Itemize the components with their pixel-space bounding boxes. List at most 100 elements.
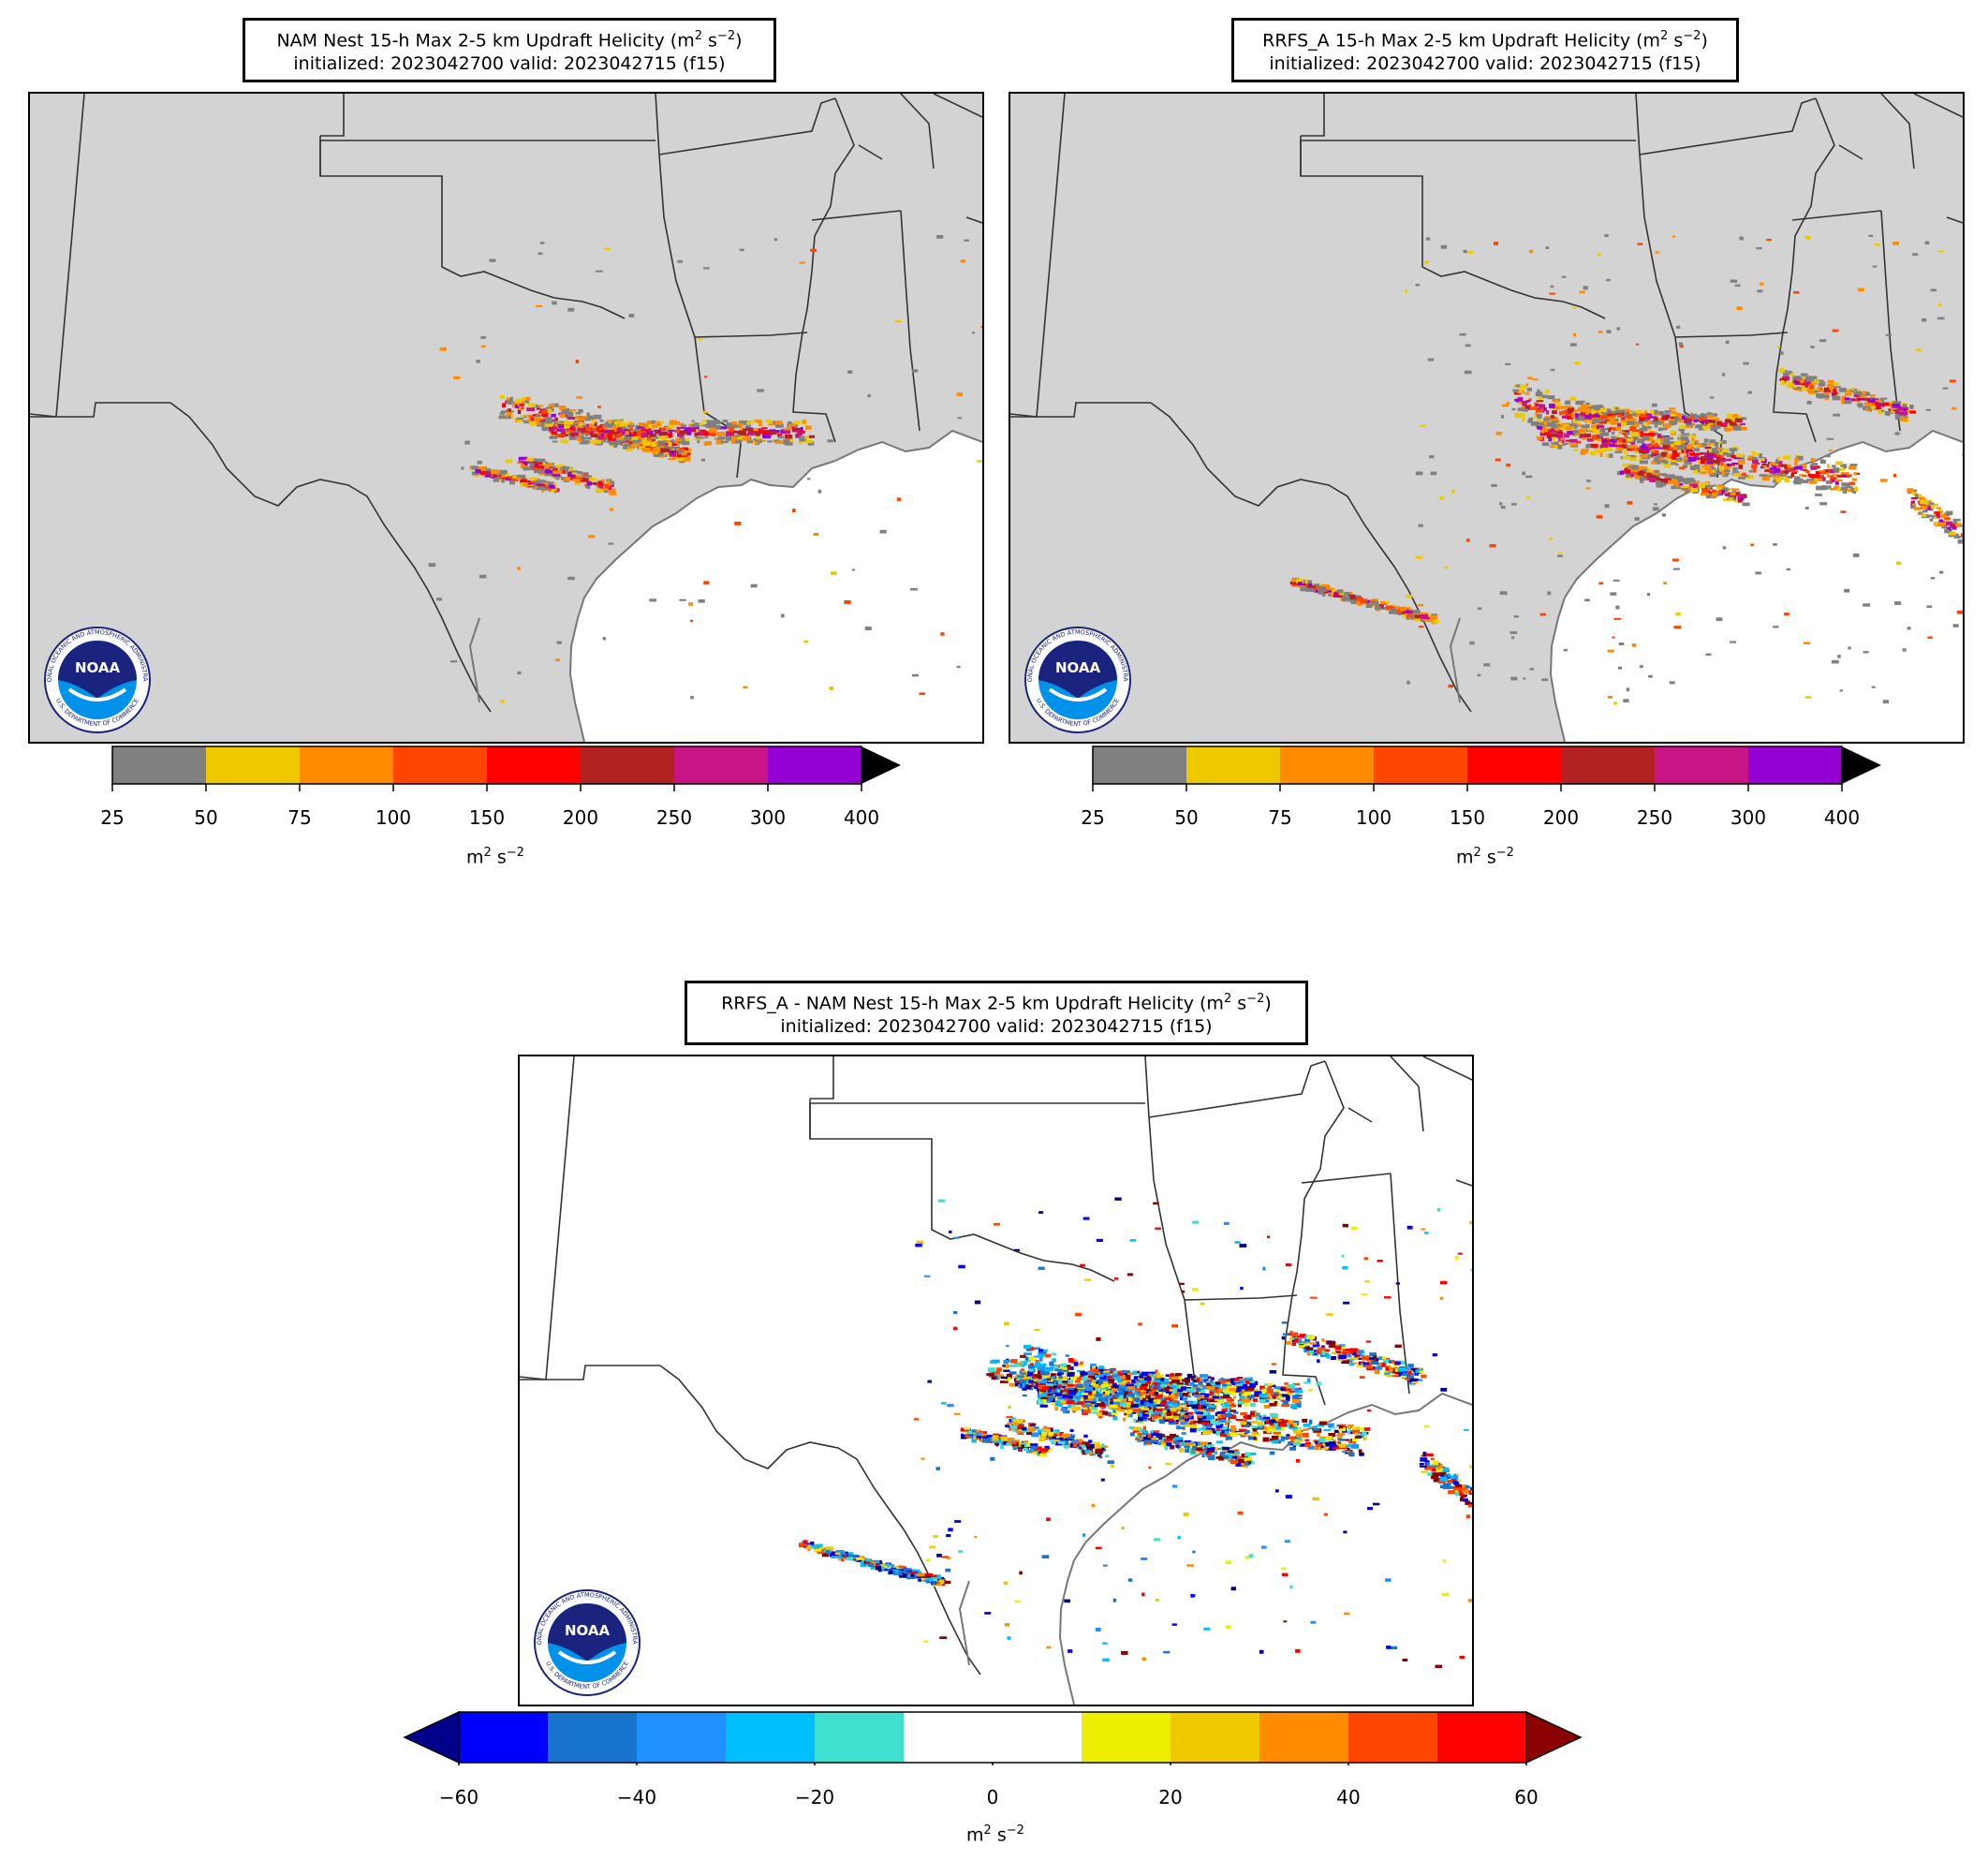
- state-border: [809, 1102, 1145, 1139]
- colorbar-swatch: [1186, 746, 1280, 784]
- state-border: [809, 1099, 1115, 1282]
- state-border: [1422, 1056, 1472, 1081]
- colorbar-swatch: [1748, 746, 1842, 784]
- noaa-bird-shape: [548, 1603, 626, 1661]
- state-border: [1282, 1060, 1345, 1406]
- colorbar-tick-label: −20: [794, 1786, 835, 1809]
- nam-colorbar-svg: [111, 746, 901, 791]
- field-cells: [1289, 234, 1963, 705]
- state-border: [1791, 210, 1882, 221]
- colorbar-tick-label: 100: [375, 806, 412, 829]
- colorbar-tick-label: 50: [1174, 806, 1199, 829]
- state-border: [1773, 97, 1835, 443]
- state-border: [169, 402, 492, 713]
- colorbar-swatch: [459, 1712, 548, 1763]
- state-border: [694, 332, 808, 338]
- colorbar-tick-label: 200: [1542, 806, 1580, 829]
- state-border: [1300, 140, 1636, 176]
- colorbar-tick-label: 60: [1514, 1786, 1539, 1809]
- rrfs-title: RRFS_A 15-h Max 2-5 km Updraft Helicity …: [1231, 18, 1739, 83]
- state-border: [55, 94, 85, 418]
- colorbar-extend-arrow: [1842, 746, 1881, 784]
- state-border: [1838, 144, 1863, 160]
- colorbar-tick-label: 150: [468, 806, 506, 829]
- colorbar-swatch: [1171, 1712, 1259, 1763]
- colorbar-swatch: [1437, 1712, 1526, 1763]
- diff-map: [518, 1055, 1474, 1706]
- diff-map-svg: [520, 1056, 1472, 1705]
- colorbar-tick-label: 250: [1636, 806, 1673, 829]
- colorbar-swatch: [904, 1712, 993, 1763]
- state-border: [1635, 94, 1676, 338]
- noaa-bird-shape: [58, 641, 137, 699]
- colorbar-tick-label: 40: [1336, 1786, 1361, 1809]
- state-border: [1301, 1173, 1392, 1184]
- coastline: [568, 429, 982, 742]
- rrfs-colorbar-svg: [1092, 746, 1881, 791]
- state-border: [1674, 332, 1789, 338]
- land-area: [1010, 94, 1963, 742]
- colorbar-swatch: [1467, 746, 1561, 784]
- state-border: [811, 210, 902, 221]
- colorbar-tick-label: 200: [562, 806, 599, 829]
- colorbar-swatch: [1561, 746, 1655, 784]
- colorbar-swatch: [487, 746, 581, 784]
- state-border: [30, 402, 170, 418]
- state-border: [1150, 402, 1472, 713]
- field-cells: [428, 235, 982, 703]
- state-border: [1144, 1056, 1185, 1301]
- state-border: [1300, 136, 1606, 319]
- land-area: [520, 1056, 1472, 1705]
- diff-colorbar: −60 −40 −20 0 20 40 60 m2 s−2: [403, 1709, 1592, 1868]
- rrfs-map-svg: [1010, 94, 1963, 742]
- colorbar-tick-label: 250: [655, 806, 693, 829]
- colorbar-swatch: [993, 1712, 1082, 1763]
- noaa-logo: NATIONAL OCEANIC AND ATMOSPHERIC ADMINIS…: [1009, 618, 1143, 740]
- colorbar-tick-label: 75: [287, 806, 312, 829]
- colorbar-swatch: [112, 746, 206, 784]
- state-border: [520, 1365, 660, 1380]
- nam-title: NAM Nest 15-h Max 2-5 km Updraft Helicit…: [243, 18, 776, 83]
- state-border: [1913, 94, 1963, 118]
- nam-map: [28, 92, 984, 744]
- colorbar-swatch: [300, 746, 393, 784]
- noaa-logo: NATIONAL OCEANIC AND ATMOSPHERIC ADMINIS…: [519, 1581, 653, 1703]
- noaa-bird-shape: [1038, 641, 1117, 699]
- colorbar-swatch: [815, 1712, 904, 1763]
- colorbar-swatch: [1093, 746, 1186, 784]
- state-border: [1390, 1173, 1410, 1395]
- colorbar-swatch: [581, 746, 674, 784]
- noaa-wordmark: NOAA: [75, 659, 121, 676]
- state-border: [1148, 1060, 1326, 1118]
- nam-colorbar-units: m2 s−2: [466, 846, 524, 868]
- state-border: [545, 1056, 575, 1380]
- state-border: [1946, 216, 1963, 224]
- colorbar-swatch: [393, 746, 487, 784]
- diff-colorbar-svg: [403, 1710, 1583, 1768]
- state-border: [320, 94, 345, 137]
- colorbar-tick-label: 300: [749, 806, 787, 829]
- colorbar-tick-label: 150: [1449, 806, 1486, 829]
- rrfs-colorbar: 25 50 75 100 150 200 250 300 400 m2 s−2: [1081, 745, 1962, 876]
- colorbar-tick-label: 75: [1268, 806, 1292, 829]
- noaa-logo: NATIONAL OCEANIC AND ATMOSPHERIC ADMINIS…: [29, 618, 163, 740]
- state-border: [1880, 210, 1901, 432]
- colorbar-tick-label: 300: [1730, 806, 1767, 829]
- rrfs-colorbar-units: m2 s−2: [1456, 846, 1514, 868]
- noaa-wordmark: NOAA: [565, 1622, 611, 1639]
- state-border: [1639, 97, 1817, 155]
- rrfs-map: [1009, 92, 1965, 744]
- state-border: [1390, 1056, 1424, 1132]
- colorbar-swatch: [637, 1712, 726, 1763]
- colorbar-extend-arrow: [403, 1710, 460, 1764]
- colorbar-tick-label: 25: [100, 806, 125, 829]
- state-border: [1301, 94, 1325, 137]
- state-border: [694, 336, 743, 479]
- state-border: [965, 216, 982, 224]
- state-border: [933, 94, 982, 118]
- colorbar-tick-label: 25: [1081, 806, 1105, 829]
- state-border: [655, 94, 696, 338]
- colorbar-swatch: [1655, 746, 1748, 784]
- state-border: [810, 1056, 834, 1100]
- colorbar-swatch: [768, 746, 861, 784]
